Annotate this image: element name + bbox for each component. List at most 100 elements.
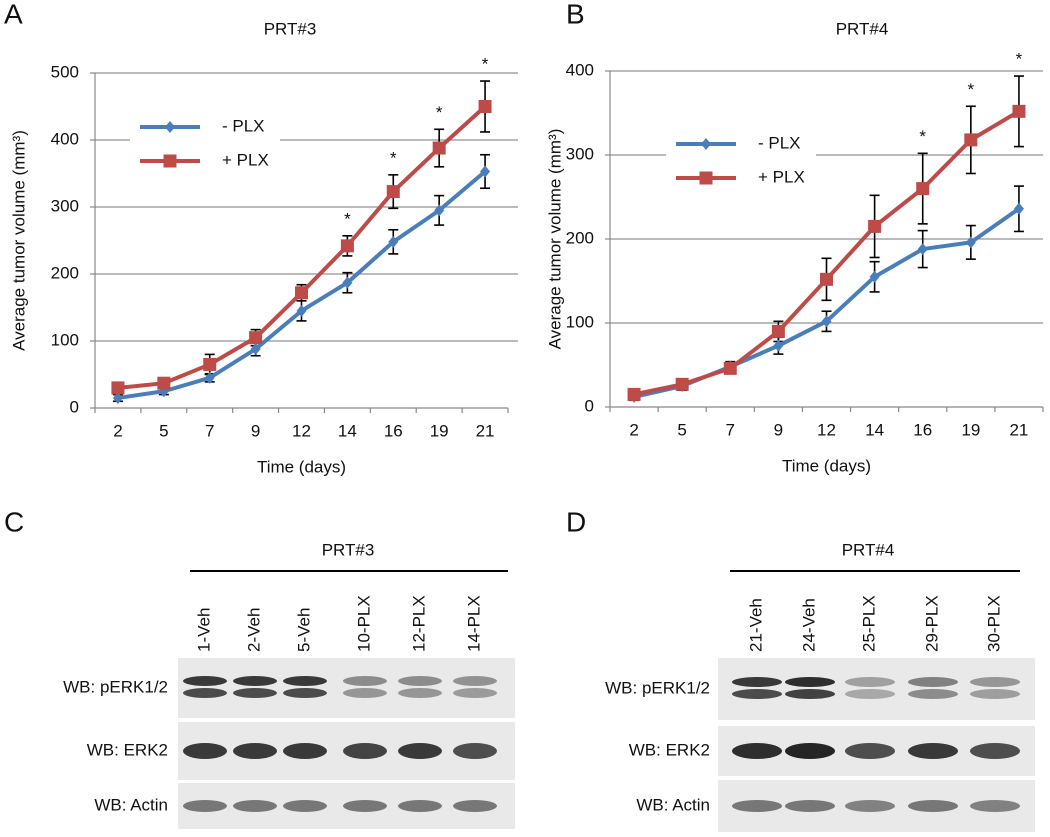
blot-membrane [718, 658, 1035, 720]
blot-band [398, 743, 442, 759]
data-point [480, 165, 491, 178]
blot-band [970, 677, 1020, 687]
data-point [916, 182, 930, 196]
x-tick-label: 12 [817, 420, 836, 439]
x-tick-label: 16 [913, 420, 932, 439]
blot-title: PRT#4 [842, 540, 895, 559]
data-point [773, 339, 784, 352]
blot-band [343, 800, 387, 812]
legend-marker [165, 121, 175, 133]
blot-band [453, 688, 497, 698]
blot-band [343, 688, 387, 698]
data-point [821, 315, 832, 328]
data-point [296, 304, 307, 317]
blot-band [283, 688, 327, 698]
x-tick-label: 9 [251, 421, 260, 440]
lane-label: 30-PLX [984, 595, 1003, 652]
lane-label: 14-PLX [464, 595, 483, 652]
data-point [964, 133, 978, 147]
blot-band [732, 689, 782, 699]
data-point [295, 286, 308, 300]
y-axis-label: Average tumor volume (mm³) [545, 129, 564, 350]
x-tick-label: 7 [726, 420, 735, 439]
lane-label: 21-Veh [746, 598, 765, 652]
blot-band [183, 800, 227, 812]
blot-band [283, 743, 327, 759]
legend-label: + PLX [758, 167, 805, 186]
y-tick-label: 100 [566, 312, 594, 331]
lane-label: 25-PLX [859, 595, 878, 652]
significance-mark: * [919, 127, 926, 146]
significance-mark: * [482, 55, 489, 74]
blot-band [908, 689, 958, 699]
data-point [1013, 202, 1024, 215]
x-axis-label: Time (days) [257, 457, 346, 476]
y-tick-label: 200 [51, 263, 79, 282]
blot-band [398, 800, 442, 812]
x-tick-label: 7 [205, 421, 214, 440]
x-tick-label: 9 [774, 420, 783, 439]
x-tick-label: 2 [629, 420, 638, 439]
blot-band [785, 689, 835, 699]
legend-marker [699, 171, 713, 185]
chart-title: PRT#4 [836, 19, 889, 38]
blot-band [398, 688, 442, 698]
y-axis-label: Average tumor volume (mm³) [9, 130, 28, 351]
y-tick-label: 200 [566, 228, 594, 247]
blot-band [732, 743, 782, 759]
data-point [723, 361, 737, 375]
data-point [869, 270, 880, 283]
lane-label: 12-PLX [409, 595, 428, 652]
blot-row-label: WB: Actin [636, 795, 710, 814]
blot-band [283, 676, 327, 686]
blot-row-label: WB: ERK2 [87, 740, 168, 759]
panel-label: D [566, 506, 586, 537]
legend-box [130, 109, 280, 179]
chart-title: PRT#3 [264, 19, 317, 38]
data-point [917, 243, 928, 256]
blot-row-label: WB: ERK2 [629, 740, 710, 759]
blot-band [970, 800, 1020, 812]
blot-band [453, 800, 497, 812]
data-point [342, 276, 353, 289]
blot-membrane [178, 658, 515, 718]
y-tick-label: 400 [566, 60, 594, 79]
data-point [478, 100, 492, 113]
y-tick-label: 0 [585, 396, 594, 415]
lane-label: 10-PLX [354, 595, 373, 652]
lane-label: 29-PLX [922, 595, 941, 652]
lane-label: 5-Veh [294, 608, 313, 652]
blot-band [283, 800, 327, 812]
x-axis-label: Time (days) [782, 456, 871, 475]
blot-band [453, 743, 497, 759]
blot-band [398, 676, 442, 686]
data-point [112, 391, 123, 404]
data-point [965, 236, 976, 249]
blot-band [732, 677, 782, 687]
lane-label: 24-Veh [799, 598, 818, 652]
blot-band [970, 689, 1020, 699]
blot-row-label: WB: pERK1/2 [605, 678, 710, 697]
data-point [434, 204, 445, 217]
blot-band [908, 743, 958, 759]
data-point [249, 331, 263, 345]
blot-band [732, 800, 782, 812]
blot-band [233, 800, 277, 812]
blot-row-label: WB: Actin [94, 795, 168, 814]
data-point [820, 272, 833, 286]
data-point [771, 324, 785, 338]
significance-mark: * [344, 209, 351, 228]
lane-label: 2-Veh [244, 608, 263, 652]
blot-band [453, 676, 497, 686]
legend-box [666, 126, 816, 196]
x-tick-label: 14 [865, 420, 884, 439]
blot-band [908, 677, 958, 687]
significance-mark: * [1016, 50, 1023, 69]
data-point [250, 343, 261, 356]
blot-band [183, 743, 227, 759]
data-point [340, 239, 354, 253]
x-tick-label: 19 [961, 420, 980, 439]
blot-band [233, 743, 277, 759]
x-tick-label: 12 [292, 421, 311, 440]
